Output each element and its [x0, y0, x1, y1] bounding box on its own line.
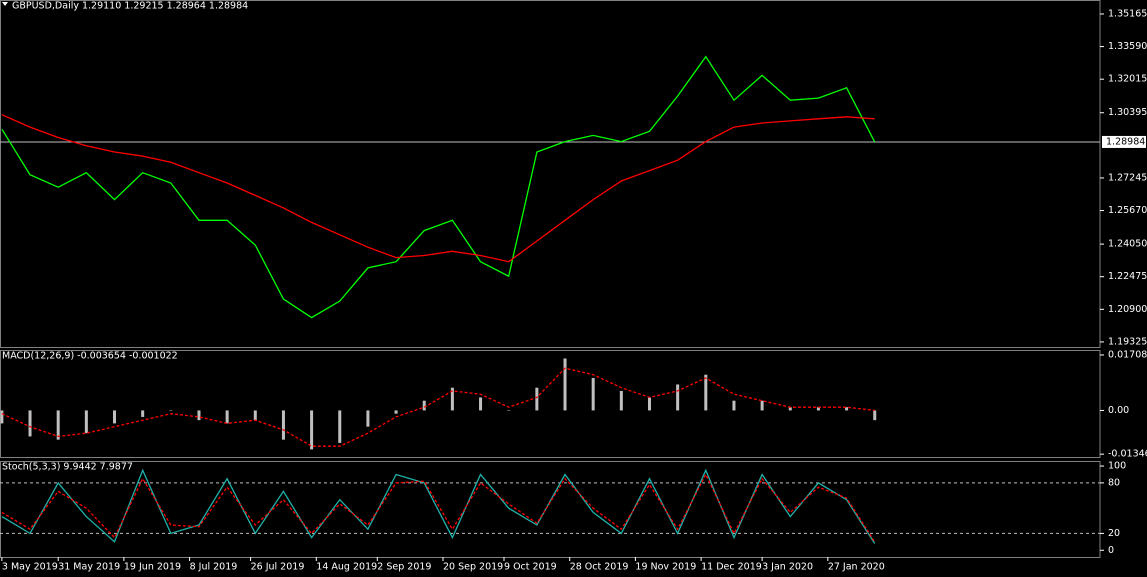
- y-tick-label: 1.25670: [1108, 205, 1147, 216]
- histogram-bar: [873, 410, 877, 421]
- y-tick-label: 100: [1108, 461, 1126, 472]
- histogram-bar: [113, 410, 117, 424]
- histogram-bar: [28, 410, 32, 437]
- histogram-bar: [281, 410, 285, 440]
- y-tick-label: 1.30395: [1108, 107, 1147, 118]
- y-tick-label: 1.35165: [1108, 8, 1147, 19]
- histogram-bar: [169, 410, 173, 411]
- x-tick-label: 28 Oct 2019: [570, 562, 629, 573]
- histogram-bar: [788, 407, 792, 411]
- y-tick-label: 1.27245: [1108, 172, 1147, 183]
- panel-frame: [0, 0, 1101, 348]
- panel-title: MACD(12,26,9) -0.003654 -0.001022: [2, 351, 178, 362]
- x-tick-label: 19 Jun 2019: [124, 562, 181, 573]
- histogram-bar: [760, 400, 764, 411]
- histogram-bar: [0, 410, 4, 424]
- y-tick-label: 0.017087: [1108, 349, 1147, 360]
- series-line: [1, 367, 875, 447]
- histogram-bar: [816, 407, 820, 411]
- panel-frame: [0, 350, 1101, 458]
- price-box: [1102, 135, 1146, 148]
- histogram-bar: [84, 410, 88, 434]
- histogram-bar: [845, 407, 849, 411]
- panel-title: GBPUSD,Daily 1.29110 1.29215 1.28964 1.2…: [12, 1, 248, 12]
- y-tick-label: 1.32015: [1108, 74, 1147, 85]
- x-tick-label: 14 Aug 2019: [316, 562, 377, 573]
- histogram-bar: [591, 377, 595, 411]
- histogram-bar: [310, 410, 314, 450]
- histogram-bar: [647, 397, 651, 411]
- panel-frame: [0, 461, 1101, 558]
- y-tick-label: 80: [1108, 477, 1120, 488]
- x-tick-label: 11 Dec 2019: [701, 562, 762, 573]
- series-line: [1, 55, 876, 319]
- histogram-bar: [676, 384, 680, 411]
- x-tick-label: 3 Jan 2020: [762, 562, 813, 573]
- y-tick-label: 1.20900: [1108, 304, 1147, 315]
- histogram-bar: [450, 387, 454, 411]
- x-tick-label: 2 Sep 2019: [377, 562, 431, 573]
- series-line: [1, 473, 876, 543]
- histogram-bar: [141, 410, 145, 417]
- x-tick-label: 31 May 2019: [58, 562, 120, 573]
- y-tick-label: 1.22475: [1108, 271, 1147, 282]
- y-tick-label: 0.00: [1108, 405, 1129, 416]
- histogram-bar: [563, 358, 567, 411]
- x-tick-label: 8 Jul 2019: [190, 562, 238, 573]
- y-tick-label: 20: [1108, 528, 1120, 539]
- menu-icon: [2, 2, 8, 6]
- histogram-bar: [197, 410, 201, 421]
- y-tick-label: 0: [1108, 545, 1114, 556]
- price-label: 1.28984: [1106, 136, 1145, 147]
- y-tick-label: -0.013468: [1108, 449, 1147, 460]
- histogram-bar: [225, 410, 229, 424]
- y-tick-label: 1.19325: [1108, 336, 1147, 347]
- x-tick-label: 26 Jul 2019: [251, 562, 305, 573]
- histogram-bar: [366, 410, 370, 427]
- x-tick-label: 9 Oct 2019: [504, 562, 557, 573]
- x-tick-label: 27 Jan 2020: [828, 562, 885, 573]
- panel-title: Stoch(5,3,3) 9.9442 7.9877: [2, 462, 133, 473]
- histogram-bar: [338, 410, 342, 443]
- histogram-bar: [619, 390, 623, 411]
- histogram-bar: [394, 410, 398, 414]
- histogram-bar: [422, 400, 426, 411]
- histogram-bar: [507, 410, 511, 411]
- x-tick-label: 20 Sep 2019: [443, 562, 503, 573]
- histogram-bar: [732, 400, 736, 411]
- histogram-bar: [535, 387, 539, 411]
- series-line: [1, 114, 875, 263]
- series-line: [1, 468, 876, 544]
- histogram-bar: [704, 374, 708, 411]
- histogram-bar: [253, 410, 257, 421]
- y-tick-label: 1.33590: [1108, 41, 1147, 52]
- histogram-bar: [56, 410, 60, 440]
- histogram-bar: [479, 397, 483, 411]
- x-tick-label: 3 May 2019: [2, 562, 58, 573]
- x-tick-label: 19 Nov 2019: [635, 562, 696, 573]
- y-tick-label: 1.24050: [1108, 239, 1147, 250]
